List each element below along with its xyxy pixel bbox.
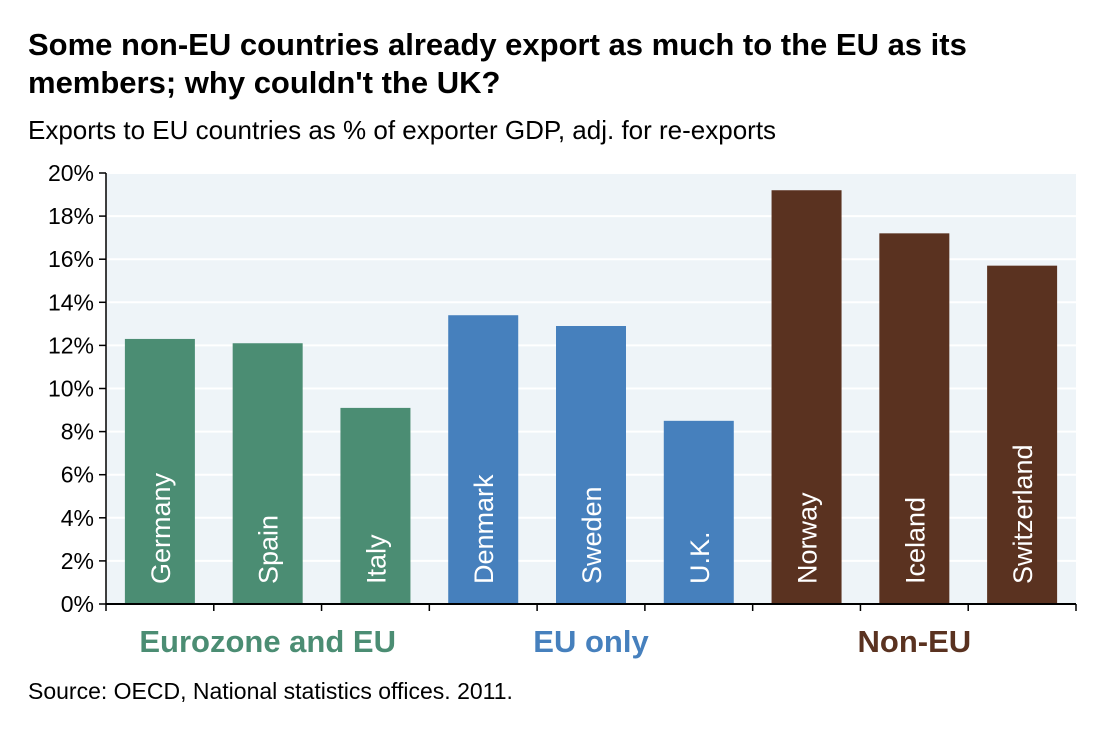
y-tick-label: 18% — [48, 203, 94, 229]
bar-switzerland — [987, 265, 1058, 604]
y-tick-label: 2% — [61, 548, 94, 574]
bar-germany — [124, 338, 195, 604]
group-label: Non-EU — [858, 624, 972, 659]
bar-iceland — [879, 233, 950, 604]
group-label: Eurozone and EU — [139, 624, 396, 659]
bar-norway — [771, 190, 842, 605]
bar-sweden — [556, 326, 626, 604]
y-tick-label: 4% — [61, 505, 94, 531]
bar-label: Iceland — [900, 497, 930, 584]
bar-label: Italy — [361, 534, 391, 584]
bar-uk — [663, 420, 734, 604]
bar-italy — [340, 407, 411, 604]
chart-title: Some non-EU countries already export as … — [28, 27, 967, 100]
y-tick-label: 8% — [61, 419, 94, 445]
bar-spain — [232, 343, 303, 604]
group-labels: Eurozone and EU EU only Non-EU — [139, 624, 971, 659]
y-tick-label: 16% — [48, 246, 94, 272]
y-tick-label: 14% — [48, 289, 94, 315]
bar-label: Spain — [254, 515, 284, 584]
bar-label: Switzerland — [1008, 444, 1038, 584]
axes — [99, 172, 1077, 611]
y-tick-label: 10% — [48, 376, 94, 402]
y-tick-label: 20% — [48, 160, 94, 186]
y-tick-label: 0% — [61, 591, 94, 617]
bar-denmark — [448, 315, 519, 604]
group-label: EU only — [533, 624, 649, 659]
chart-subtitle: Exports to EU countries as % of exporter… — [28, 115, 777, 145]
y-axis-tick-labels: 0% 2% 4% 6% 8% 10% 12% 14% 16% 18% 20% — [48, 160, 94, 617]
bar-label: Germany — [146, 472, 176, 584]
bars — [124, 190, 1058, 605]
y-tick-label: 6% — [61, 462, 94, 488]
bar-label: Norway — [793, 492, 823, 584]
bar-label: U.K. — [685, 531, 715, 584]
bar-labels: Germany Spain Italy Denmark Sweden U.K. Norway… — [146, 444, 1038, 584]
source-note: Source: OECD, National statistics office… — [28, 678, 513, 704]
bar-label: Denmark — [469, 474, 499, 584]
y-tick-label: 12% — [48, 332, 94, 358]
bar-label: Sweden — [577, 486, 607, 584]
